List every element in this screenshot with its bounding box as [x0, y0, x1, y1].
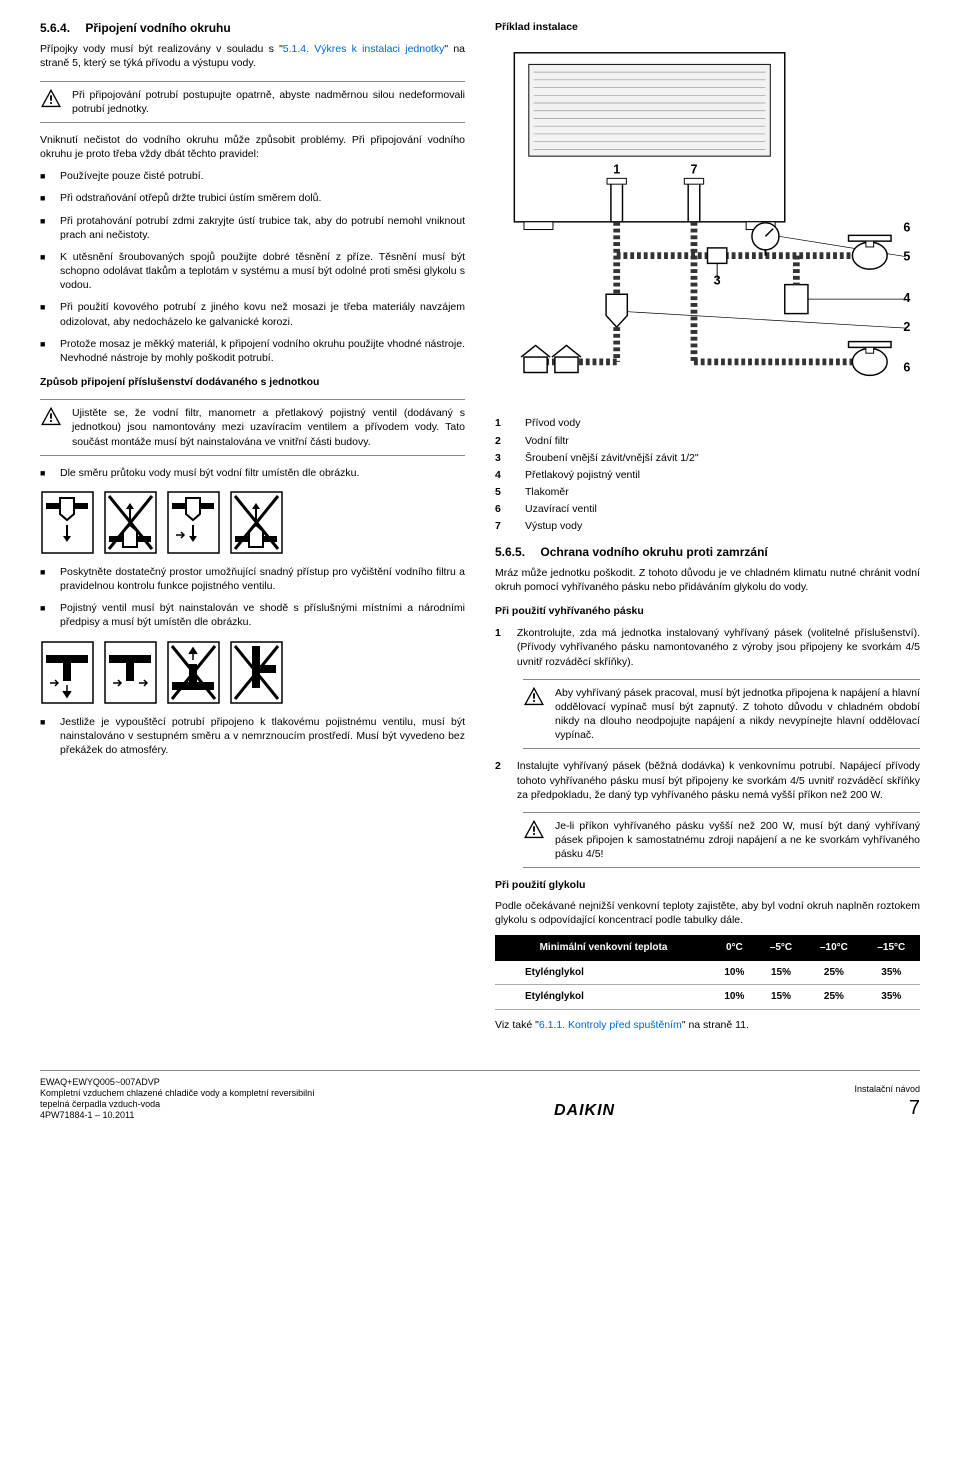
legend-row: 7Výstup vody — [495, 519, 920, 533]
cross-ref-link[interactable]: 5.1.4. Výkres k instalaci jednotky — [283, 43, 445, 55]
footer-right: Instalační návod 7 — [854, 1083, 920, 1122]
list-item: K utěsnění šroubovaných spojů použijte d… — [40, 250, 465, 293]
see-also: Viz také "6.1.1. Kontroly před spuštěním… — [495, 1018, 920, 1032]
list-item: Při odstraňování otřepů držte trubici ús… — [40, 191, 465, 205]
body-paragraph: Podle očekávané nejnižší venkovní teplot… — [495, 899, 920, 927]
svg-text:2: 2 — [903, 320, 910, 334]
svg-text:6: 6 — [903, 221, 910, 235]
table-row: Etylénglykol 10% 15% 25% 35% — [495, 961, 920, 985]
list-item: Jestliže je vypouštěcí potrubí připojeno… — [40, 715, 465, 758]
filter-orientation-diagram — [40, 490, 465, 555]
list-item: Při použití kovového potrubí z jiného ko… — [40, 300, 465, 328]
bullet-list: Dle směru průtoku vody musí být vodní fi… — [40, 466, 465, 480]
warning-icon — [40, 88, 62, 108]
diagram-legend: 1Přívod vody 2Vodní filtr 3Šroubení vněj… — [495, 416, 920, 533]
sub-heading: Způsob připojení příslušenství dodávanéh… — [40, 375, 465, 389]
numbered-steps: 2 Instalujte vyhřívaný pásek (běžná dodá… — [495, 759, 920, 802]
body-paragraph: Mráz může jednotku poškodit. Z tohoto dů… — [495, 566, 920, 594]
legend-row: 4Přetlakový pojistný ventil — [495, 468, 920, 482]
legend-row: 6Uzavírací ventil — [495, 502, 920, 516]
step-item: 2 Instalujte vyhřívaný pásek (běžná dodá… — [495, 759, 920, 802]
warning-icon — [523, 686, 545, 706]
svg-text:7: 7 — [690, 163, 697, 177]
list-item: Dle směru průtoku vody musí být vodní fi… — [40, 466, 465, 480]
warning-text: Je-li příkon vyhřívaného pásku vyšší než… — [555, 819, 920, 862]
bullet-list: Jestliže je vypouštěcí potrubí připojeno… — [40, 715, 465, 758]
section-title: Ochrana vodního okruhu proti zamrzání — [540, 545, 767, 559]
step-item: 1 Zkontrolujte, zda má jednotka instalov… — [495, 626, 920, 669]
warning-text: Ujistěte se, že vodní filtr, manometr a … — [72, 406, 465, 449]
warning-box: Při připojování potrubí postupujte opatr… — [40, 81, 465, 123]
example-heading: Příklad instalace — [495, 20, 920, 34]
svg-text:6: 6 — [903, 361, 910, 375]
body-paragraph: Vniknutí nečistot do vodního okruhu může… — [40, 133, 465, 161]
valve-orientation-diagram — [40, 640, 465, 705]
svg-text:1: 1 — [613, 163, 620, 177]
page-footer: EWAQ+EWYQ005~007ADVP Kompletní vzduchem … — [40, 1070, 920, 1122]
table-header: –10°C — [805, 935, 862, 961]
sub-heading: Při použití vyhřívaného pásku — [495, 604, 920, 618]
intro-paragraph: Přípojky vody musí být realizovány v sou… — [40, 42, 465, 70]
legend-row: 1Přívod vody — [495, 416, 920, 430]
warning-icon — [40, 406, 62, 426]
bullet-list: Poskytněte dostatečný prostor umožňující… — [40, 565, 465, 630]
table-header: Minimální venkovní teplota — [495, 935, 712, 961]
installation-diagram: 1 7 3 5 4 2 — [495, 42, 920, 392]
section-heading: 5.6.5. Ochrana vodního okruhu proti zamr… — [495, 544, 920, 560]
section-title: Připojení vodního okruhu — [85, 21, 230, 35]
section-number: 5.6.4. — [40, 21, 70, 35]
list-item: Protože mosaz je měkký materiál, k připo… — [40, 337, 465, 365]
legend-row: 5Tlakoměr — [495, 485, 920, 499]
table-header: –15°C — [863, 935, 920, 961]
bullet-list: Používejte pouze čisté potrubí. Při odst… — [40, 169, 465, 365]
list-item: Pojistný ventil musí být nainstalován ve… — [40, 601, 465, 629]
glycol-concentration-table: Minimální venkovní teplota 0°C –5°C –10°… — [495, 935, 920, 1010]
warning-icon — [523, 819, 545, 839]
page-number: 7 — [854, 1095, 920, 1122]
warning-box: Je-li příkon vyhřívaného pásku vyšší než… — [523, 812, 920, 869]
section-number: 5.6.5. — [495, 545, 525, 559]
numbered-steps: 1 Zkontrolujte, zda má jednotka instalov… — [495, 626, 920, 669]
sub-heading: Při použití glykolu — [495, 878, 920, 892]
section-heading: 5.6.4. Připojení vodního okruhu — [40, 20, 465, 36]
legend-row: 3Šroubení vnější závit/vnější závit 1/2" — [495, 451, 920, 465]
warning-text: Při připojování potrubí postupujte opatr… — [72, 88, 465, 116]
legend-row: 2Vodní filtr — [495, 434, 920, 448]
list-item: Při protahování potrubí zdmi zakryjte ús… — [40, 214, 465, 242]
table-header: –5°C — [757, 935, 805, 961]
warning-text: Aby vyhřívaný pásek pracoval, musí být j… — [555, 686, 920, 743]
svg-text:4: 4 — [903, 291, 910, 305]
warning-box: Aby vyhřívaný pásek pracoval, musí být j… — [523, 679, 920, 750]
warning-box: Ujistěte se, že vodní filtr, manometr a … — [40, 399, 465, 456]
list-item: Používejte pouze čisté potrubí. — [40, 169, 465, 183]
brand-logo: DAIKIN — [554, 1100, 615, 1122]
table-row: Etylénglykol 10% 15% 25% 35% — [495, 985, 920, 1010]
cross-ref-link[interactable]: 6.1.1. Kontroly před spuštěním — [539, 1019, 682, 1031]
list-item: Poskytněte dostatečný prostor umožňující… — [40, 565, 465, 593]
footer-left: EWAQ+EWYQ005~007ADVP Kompletní vzduchem … — [40, 1077, 315, 1122]
table-header: 0°C — [712, 935, 757, 961]
